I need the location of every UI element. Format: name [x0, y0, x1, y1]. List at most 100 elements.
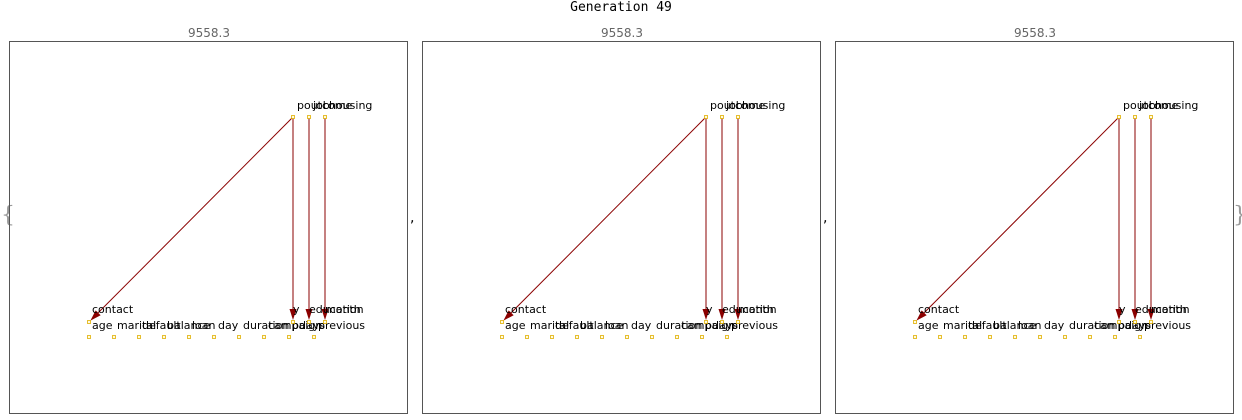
node-label: duration — [243, 319, 289, 332]
node-marker — [720, 115, 724, 119]
graph-edge — [289, 117, 297, 320]
node-marker — [287, 335, 291, 339]
node-label: age — [505, 319, 526, 332]
node-label: poutcome — [297, 99, 352, 112]
node-label: pdays — [705, 319, 738, 332]
node-marker — [1088, 335, 1092, 339]
graph-edge — [321, 117, 329, 320]
node-marker — [1149, 320, 1153, 324]
graph-edge — [1131, 117, 1139, 320]
graph-edge — [90, 116, 294, 321]
graph-edge — [503, 116, 707, 321]
node-marker — [736, 320, 740, 324]
node-label: marital — [943, 319, 982, 332]
node-label: loan — [1018, 319, 1042, 332]
node-label: day — [1044, 319, 1065, 332]
node-marker — [675, 335, 679, 339]
node-marker — [736, 115, 740, 119]
node-label: balance — [993, 319, 1037, 332]
node-marker — [963, 335, 967, 339]
panel-score: 9558.3 — [601, 26, 643, 40]
node-marker — [704, 320, 708, 324]
node-marker — [162, 335, 166, 339]
node-marker — [700, 335, 704, 339]
graph-panel: 9558.3 age marital default balance loan day du… — [9, 25, 409, 415]
node-marker — [1133, 320, 1137, 324]
node-label: poutcome — [1123, 99, 1178, 112]
node-marker — [307, 115, 311, 119]
node-marker — [650, 335, 654, 339]
node-label: month — [1151, 303, 1187, 316]
node-label: education — [309, 303, 364, 316]
node-marker — [500, 335, 504, 339]
graph-panel: 9558.3 age marital default balance loan day du… — [835, 25, 1235, 415]
panel-frame — [422, 41, 821, 414]
node-marker — [112, 335, 116, 339]
node-label: contact — [505, 303, 547, 316]
node-label: education — [722, 303, 777, 316]
node-marker — [1063, 335, 1067, 339]
node-label: contact — [918, 303, 960, 316]
node-label: job — [1138, 99, 1156, 112]
node-label: job — [725, 99, 743, 112]
node-marker — [307, 320, 311, 324]
node-marker — [1038, 335, 1042, 339]
node-label: balance — [580, 319, 624, 332]
graph-edge — [305, 117, 313, 320]
node-marker — [525, 335, 529, 339]
node-label: y — [706, 303, 713, 316]
node-label: contact — [92, 303, 134, 316]
node-label: default — [142, 319, 181, 332]
node-marker — [262, 335, 266, 339]
node-label: previous — [318, 319, 365, 332]
graph-edge — [916, 116, 1120, 321]
node-label: previous — [731, 319, 778, 332]
node-marker — [1138, 335, 1142, 339]
separator-comma: , — [823, 210, 828, 226]
node-label: duration — [656, 319, 702, 332]
node-label: previous — [1144, 319, 1191, 332]
node-label: education — [1135, 303, 1190, 316]
close-brace: } — [1233, 204, 1242, 228]
graph-edge — [1115, 117, 1123, 320]
node-marker — [1117, 320, 1121, 324]
node-marker — [938, 335, 942, 339]
panel-score: 9558.3 — [1014, 26, 1056, 40]
graph-edge — [1147, 117, 1155, 320]
node-marker — [187, 335, 191, 339]
page-title: Generation 49 — [570, 0, 672, 15]
node-marker — [137, 335, 141, 339]
node-marker — [237, 335, 241, 339]
node-label: y — [293, 303, 300, 316]
node-marker — [704, 115, 708, 119]
node-label: loan — [605, 319, 629, 332]
graph-edge — [718, 117, 726, 320]
node-label: job — [312, 99, 330, 112]
node-marker — [291, 115, 295, 119]
node-marker — [1133, 115, 1137, 119]
node-label: marital — [117, 319, 156, 332]
node-marker — [913, 335, 917, 339]
node-marker — [1113, 335, 1117, 339]
graph-edge — [702, 117, 710, 320]
panel-frame — [835, 41, 1234, 414]
node-label: month — [738, 303, 774, 316]
node-label: loan — [192, 319, 216, 332]
node-label: month — [325, 303, 361, 316]
node-marker — [720, 320, 724, 324]
node-label: day — [631, 319, 652, 332]
node-marker — [500, 320, 504, 324]
node-marker — [725, 335, 729, 339]
node-label: poutcome — [710, 99, 765, 112]
node-marker — [550, 335, 554, 339]
node-marker — [575, 335, 579, 339]
node-label: housing — [742, 99, 785, 112]
node-label: pdays — [1118, 319, 1151, 332]
node-label: age — [92, 319, 113, 332]
open-brace: { — [1, 203, 15, 228]
node-marker — [988, 335, 992, 339]
node-marker — [323, 320, 327, 324]
